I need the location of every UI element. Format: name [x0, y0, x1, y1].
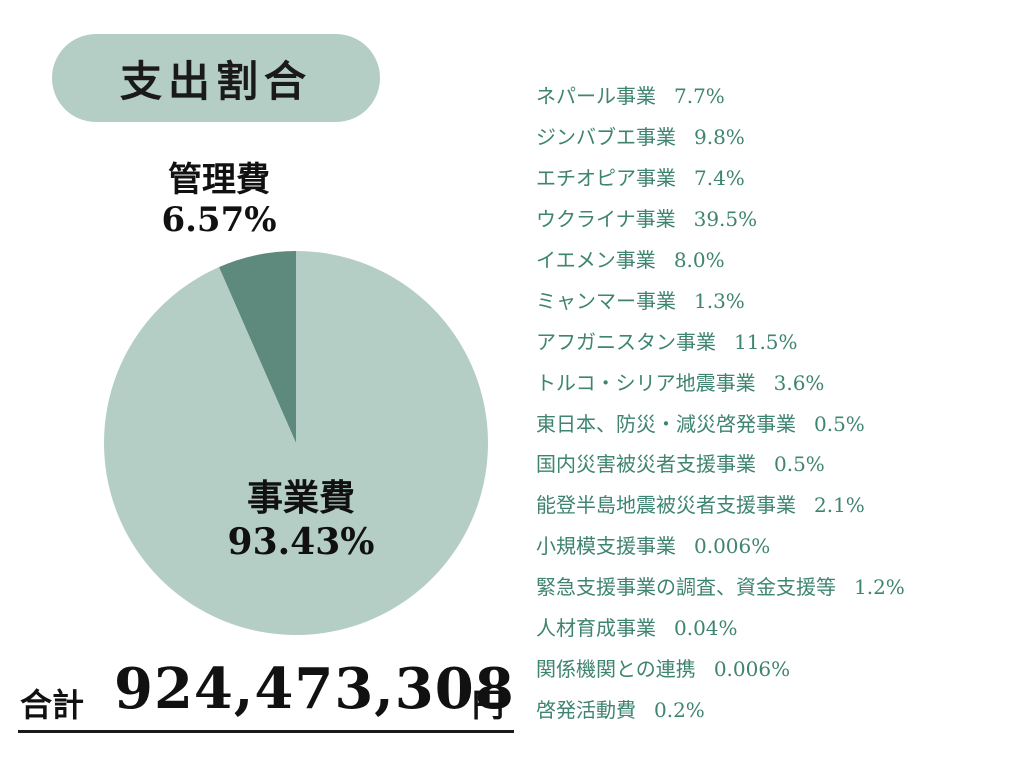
total-label: 合計 [20, 686, 85, 724]
breakdown-item: トルコ・シリア地震事業 3.6% [536, 363, 1016, 404]
breakdown-item-value: 3.6% [773, 370, 825, 395]
title-pill: 支出割合 [52, 34, 380, 122]
slice-label-management-value: 6.57% [161, 200, 277, 240]
breakdown-item: 小規模支援事業 0.006% [536, 526, 1016, 567]
total-unit: 円 [472, 686, 505, 724]
breakdown-item-name: アフガニスタン事業 [536, 329, 716, 354]
breakdown-item: ネパール事業 7.7% [536, 76, 1016, 117]
total-amount: 924,473,308 [114, 656, 515, 722]
breakdown-item-value: 0.006% [694, 534, 771, 559]
breakdown-item: 国内災害被災者支援事業 0.5% [536, 444, 1016, 485]
breakdown-item: 人材育成事業 0.04% [536, 608, 1016, 649]
breakdown-item-value: 7.7% [674, 84, 725, 108]
breakdown-item-value: 9.8% [694, 124, 745, 149]
breakdown-item-name: ネパール事業 [536, 84, 656, 108]
breakdown-item-value: 1.3% [694, 288, 745, 313]
breakdown-item-value: 39.5% [693, 206, 758, 231]
breakdown-item-name: 国内災害被災者支援事業 [536, 452, 756, 477]
slice-label-management-name: 管理費 [168, 160, 270, 200]
breakdown-item-name: 関係機関との連携 [536, 657, 696, 682]
breakdown-item: 能登半島地震被災者支援事業 2.1% [536, 485, 1016, 526]
breakdown-item-value: 1.2% [854, 575, 905, 600]
breakdown-item-value: 0.5% [814, 411, 865, 436]
breakdown-item-name: トルコ・シリア地震事業 [536, 370, 756, 395]
breakdown-item-value: 0.2% [654, 698, 705, 723]
breakdown-item-value: 0.04% [674, 616, 738, 641]
breakdown-list: ネパール事業 7.7% ジンバブエ事業 9.8% エチオピア事業 7.4% ウクライナ事業 3… [536, 76, 1016, 731]
slice-label-business-name: 事業費 [246, 478, 355, 519]
breakdown-item: 緊急支援事業の調査、資金支援等 1.2% [536, 567, 1016, 608]
slice-label-management: 管理費 6.57% [155, 160, 283, 240]
breakdown-item-name: イエメン事業 [536, 247, 656, 272]
slice-label-business-value: 93.43% [227, 521, 375, 563]
breakdown-item-name: ジンバブエ事業 [536, 124, 676, 149]
breakdown-item-name: エチオピア事業 [536, 165, 676, 190]
breakdown-item-name: 東日本、防災・減災啓発事業 [536, 411, 796, 436]
breakdown-item-value: 11.5% [734, 329, 798, 354]
breakdown-item: 東日本、防災・減災啓発事業 0.5% [536, 404, 1016, 445]
breakdown-item-value: 0.5% [774, 452, 825, 477]
breakdown-item: ミャンマー事業 1.3% [536, 281, 1016, 322]
breakdown-item-value: 0.006% [713, 657, 791, 682]
breakdown-item-name: ウクライナ事業 [536, 206, 676, 231]
breakdown-item-value: 2.1% [814, 493, 865, 518]
breakdown-item-name: 能登半島地震被災者支援事業 [536, 493, 796, 518]
breakdown-item-value: 8.0% [673, 247, 725, 272]
breakdown-item-name: 人材育成事業 [536, 616, 656, 641]
breakdown-item: エチオピア事業 7.4% [536, 158, 1016, 199]
pie-slice-business [104, 251, 489, 635]
breakdown-item: アフガニスタン事業 11.5% [536, 322, 1016, 363]
breakdown-item: ウクライナ事業 39.5% [536, 199, 1016, 240]
slice-label-business: 事業費 93.43% [216, 478, 386, 564]
chart-title: 支出割合 [119, 56, 312, 106]
breakdown-item: 啓発活動費 0.2% [536, 690, 1016, 731]
pie-slice-management [218, 251, 296, 443]
breakdown-item: ジンバブエ事業 9.8% [536, 117, 1016, 158]
breakdown-item-name: 小規模支援事業 [536, 534, 676, 559]
breakdown-item-name: 啓発活動費 [536, 698, 636, 723]
total-block: 合計 924,473,308 円 [18, 656, 514, 733]
breakdown-item-value: 7.4% [694, 165, 745, 190]
breakdown-item: イエメン事業 8.0% [536, 240, 1016, 281]
breakdown-item: 関係機関との連携 0.006% [536, 649, 1016, 690]
breakdown-item-name: ミャンマー事業 [536, 288, 676, 313]
breakdown-item-name: 緊急支援事業の調査、資金支援等 [536, 575, 836, 600]
